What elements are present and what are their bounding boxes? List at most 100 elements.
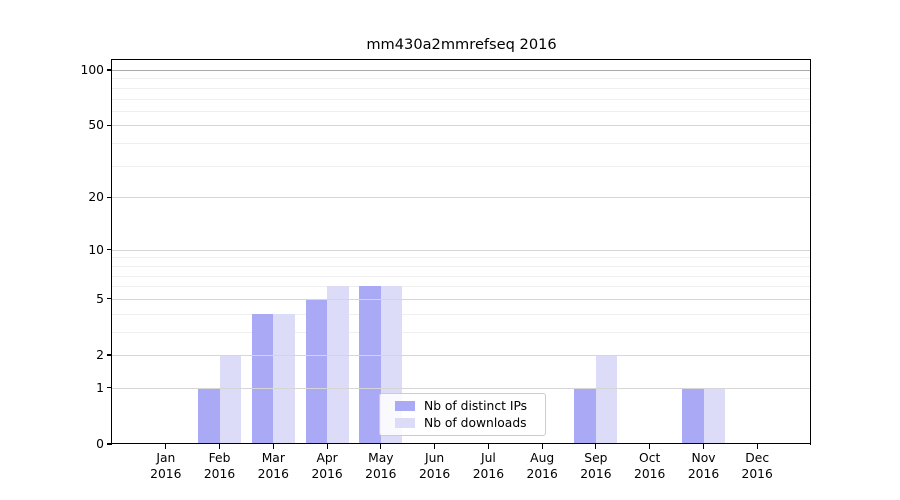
y-tick-mark [106,354,112,356]
y-tick-label: 0 [96,437,104,451]
minor-gridline [112,313,811,315]
legend-item: Nb of downloads [395,416,538,430]
x-tick-year: 2016 [418,466,451,481]
minor-gridline [112,98,811,100]
plot-area [111,59,812,445]
x-tick-mark [487,444,489,449]
x-tick-label: May 2016 [353,451,409,482]
x-tick-month: Dec [745,451,770,465]
x-tick-mark [434,444,436,449]
minor-gridline [112,143,811,145]
minor-gridline [112,331,811,333]
minor-gridline [112,110,811,112]
chart-title: mm430a2mmrefseq 2016 [366,36,557,53]
y-tick-mark [106,443,112,445]
bar-downloads [327,286,349,444]
bar-distinct-ips [198,387,220,444]
major-gridline [112,298,811,300]
major-gridline [112,249,811,251]
x-tick-mark [218,444,221,449]
bar-distinct-ips [574,387,596,444]
x-tick-label: Jun 2016 [407,451,463,482]
bar-distinct-ips [251,313,274,444]
x-tick-year: 2016 [741,466,773,481]
legend-swatch [395,417,415,429]
plot-spine-right [810,59,812,445]
minor-gridline [112,78,811,80]
x-tick-month: Jul [480,451,496,465]
x-tick-label: Apr 2016 [299,451,355,482]
bar-downloads [595,355,618,444]
legend-label: Nb of distinct IPs [424,399,528,413]
x-tick-year: 2016 [257,466,289,481]
minor-gridline [112,265,811,267]
x-tick-year: 2016 [150,466,182,481]
x-tick-label: Jul 2016 [460,451,516,482]
x-tick-label: Jan 2016 [138,451,194,482]
x-tick-month: Oct [639,451,661,465]
y-tick-label: 2 [96,348,104,362]
x-tick-mark [702,444,705,449]
x-tick-label: Dec 2016 [729,451,785,482]
bar-distinct-ips [682,387,704,444]
x-tick-mark [380,444,382,449]
x-tick-mark [272,444,274,449]
y-tick-mark [106,387,112,389]
minor-gridline [112,257,811,259]
x-tick-label: Feb 2016 [192,451,248,482]
x-tick-year: 2016 [365,466,397,481]
x-tick-year: 2016 [687,466,720,481]
y-tick-mark [106,298,112,300]
x-tick-mark [541,444,543,449]
y-tick-mark [106,69,112,71]
x-tick-year: 2016 [634,466,666,481]
major-gridline [112,125,811,127]
y-tick-mark [106,124,112,126]
x-tick-mark [326,444,328,449]
minor-gridline [112,165,811,167]
plot-spine-bottom [112,443,811,445]
x-tick-mark [649,444,651,449]
bar-downloads [219,355,241,444]
x-tick-month: Sep [584,451,608,465]
x-tick-month: Aug [530,451,555,465]
x-tick-month: Nov [691,451,716,465]
major-gridline [112,387,811,389]
bar-distinct-ips [359,286,381,444]
major-gridline [112,197,811,199]
minor-gridline [112,286,811,288]
minor-gridline [112,87,811,89]
x-tick-label: Nov 2016 [676,451,732,482]
y-tick-label: 5 [96,291,104,306]
y-tick-label: 100 [80,63,104,77]
legend-label: Nb of downloads [424,416,527,430]
x-tick-label: Mar 2016 [245,451,301,482]
plot-spine-top [112,59,811,61]
x-tick-year: 2016 [472,466,505,481]
major-gridline [112,70,811,71]
x-tick-year: 2016 [580,466,612,481]
legend-item: Nb of distinct IPs [395,399,538,413]
y-tick-label: 20 [88,190,104,205]
x-tick-month: Mar [261,451,285,465]
y-tick-label: 50 [88,118,104,133]
x-tick-mark [756,444,758,449]
x-tick-month: Feb [208,451,231,465]
y-tick-label: 10 [88,242,104,257]
y-tick-label: 1 [96,380,104,395]
x-tick-year: 2016 [311,466,343,481]
legend-swatch [395,400,415,412]
bar-downloads [273,313,295,444]
x-tick-month: Apr [316,451,338,465]
x-tick-label: Oct 2016 [622,451,678,482]
x-tick-year: 2016 [203,466,236,481]
x-tick-label: Sep 2016 [568,451,624,482]
y-tick-mark [106,196,112,198]
x-tick-month: May [368,451,394,465]
x-tick-month: Jun [424,451,445,465]
x-tick-label: Aug 2016 [514,451,570,482]
legend: Nb of distinct IPs Nb of downloads [379,393,546,436]
y-tick-mark [106,249,112,251]
bar-distinct-ips [305,298,328,444]
